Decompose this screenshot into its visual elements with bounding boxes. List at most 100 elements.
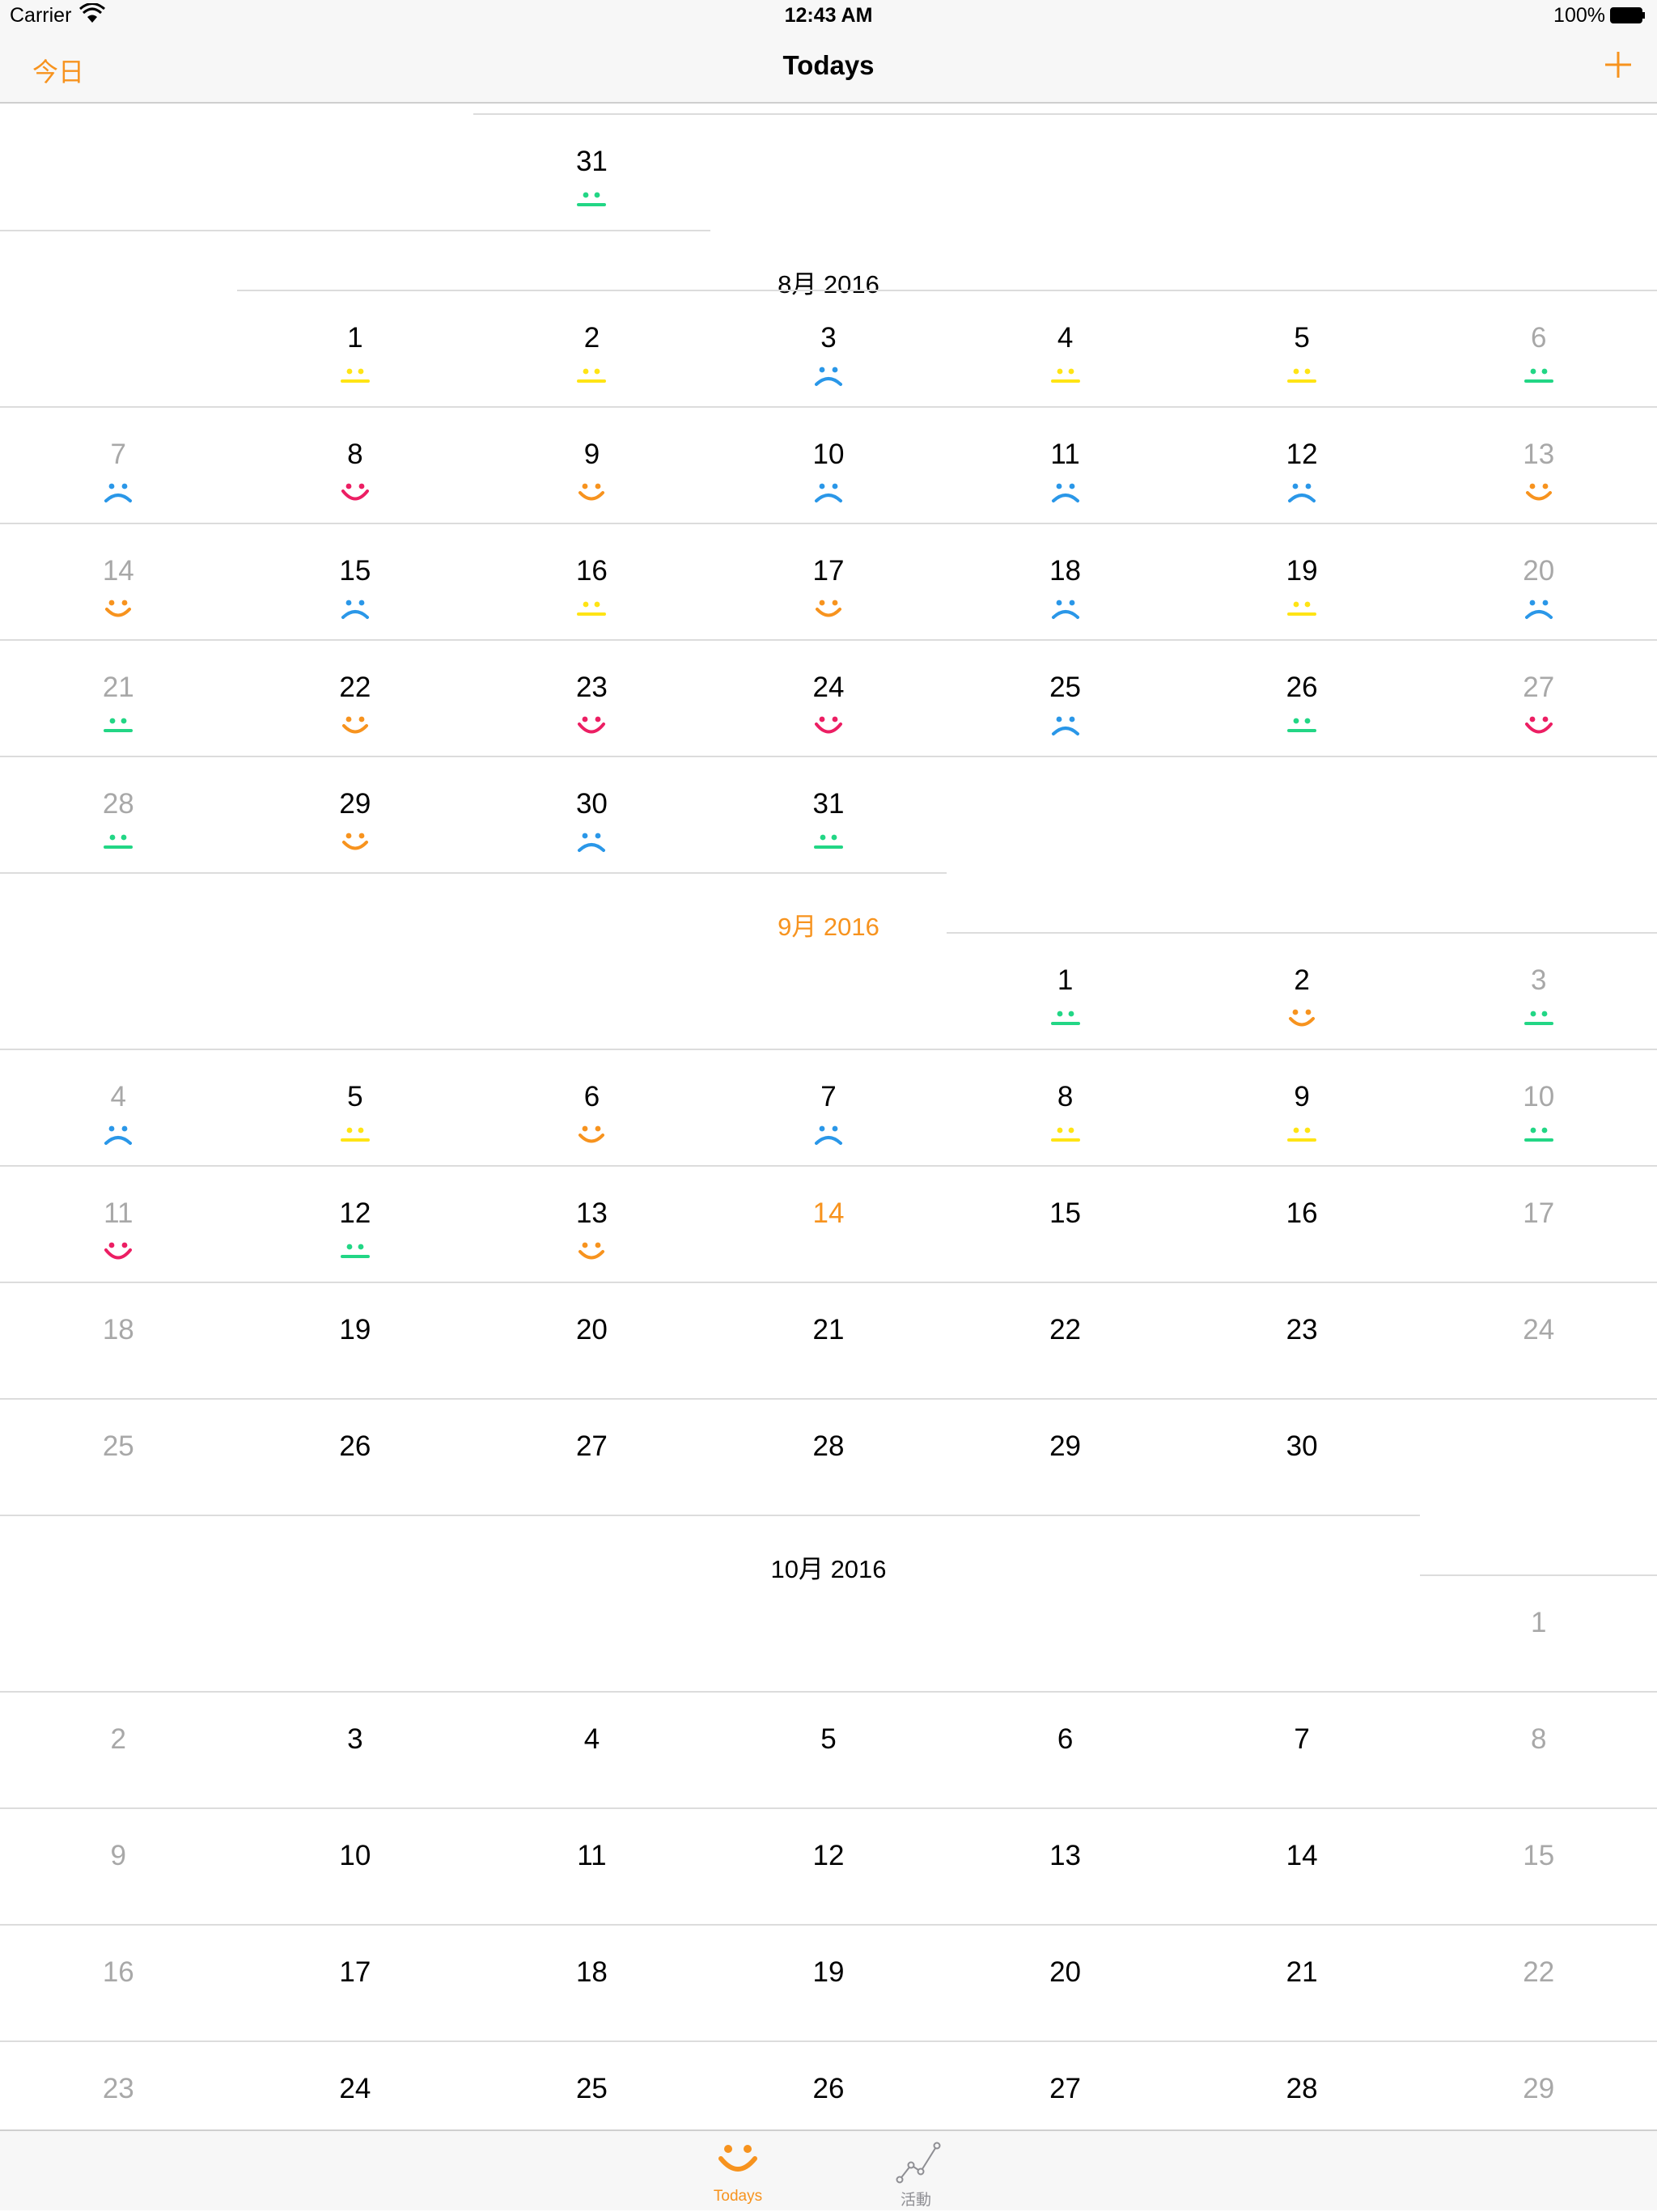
calendar-day[interactable]: 19 bbox=[339, 1314, 371, 1345]
calendar-day[interactable]: 13 bbox=[1523, 439, 1555, 470]
calendar-day[interactable]: 27 bbox=[575, 1430, 608, 1462]
calendar-day[interactable]: 14 bbox=[1286, 1840, 1318, 1871]
calendar-day[interactable]: 21 bbox=[812, 1314, 845, 1345]
calendar-day[interactable]: 31 bbox=[812, 788, 845, 820]
calendar-day[interactable]: 15 bbox=[1049, 1197, 1082, 1229]
calendar-day[interactable]: 14 bbox=[102, 555, 134, 587]
calendar-day[interactable]: 29 bbox=[1523, 2073, 1555, 2104]
calendar-day[interactable]: 6 bbox=[1530, 322, 1547, 354]
calendar-day[interactable]: 24 bbox=[1523, 1314, 1555, 1345]
calendar-day[interactable]: 22 bbox=[1049, 1314, 1082, 1345]
calendar-day[interactable]: 29 bbox=[339, 788, 371, 820]
calendar-scroll-view[interactable]: 31 8月 2016 1 2 3 4 5 6 7 8 9 10 11 12 13 14 15 16 17 18 19 20… bbox=[0, 104, 1657, 2129]
calendar-day[interactable]: 9 bbox=[1294, 1081, 1310, 1112]
calendar-day[interactable]: 1 bbox=[347, 322, 363, 354]
calendar-day[interactable]: 21 bbox=[1286, 1956, 1318, 1988]
calendar-day[interactable]: 22 bbox=[1523, 1956, 1555, 1988]
calendar-day[interactable]: 12 bbox=[1286, 439, 1318, 470]
calendar-day[interactable]: 11 bbox=[1050, 439, 1080, 470]
calendar-day[interactable]: 3 bbox=[820, 322, 837, 354]
calendar-day[interactable]: 28 bbox=[1286, 2073, 1318, 2104]
calendar-day[interactable]: 19 bbox=[1286, 555, 1318, 587]
calendar-day[interactable]: 20 bbox=[1523, 555, 1555, 587]
calendar-day[interactable]: 23 bbox=[1286, 1314, 1318, 1345]
calendar-day[interactable]: 17 bbox=[812, 555, 845, 587]
calendar-day[interactable]: 19 bbox=[812, 1956, 845, 1988]
calendar-day[interactable]: 17 bbox=[1523, 1197, 1555, 1229]
row-separator bbox=[0, 1807, 1657, 1809]
calendar-day[interactable]: 29 bbox=[1049, 1430, 1082, 1462]
calendar-day[interactable]: 1 bbox=[1530, 1607, 1547, 1638]
calendar-day[interactable]: 25 bbox=[1049, 672, 1082, 703]
calendar-day[interactable]: 16 bbox=[102, 1956, 134, 1988]
calendar-day[interactable]: 8 bbox=[1530, 1723, 1547, 1755]
calendar-day[interactable]: 9 bbox=[110, 1840, 127, 1871]
tab-activity[interactable]: 活動 bbox=[851, 2131, 981, 2212]
calendar-day[interactable]: 12 bbox=[812, 1840, 845, 1871]
calendar-day[interactable]: 7 bbox=[820, 1081, 837, 1112]
neutral-face-icon bbox=[1524, 1127, 1553, 1142]
calendar-day[interactable]: 26 bbox=[812, 2073, 845, 2104]
calendar-day[interactable]: 15 bbox=[1523, 1840, 1555, 1871]
calendar-day[interactable]: 20 bbox=[575, 1314, 608, 1345]
calendar-day[interactable]: 26 bbox=[339, 1430, 371, 1462]
calendar-day[interactable]: 2 bbox=[110, 1723, 127, 1755]
calendar-day[interactable]: 8 bbox=[1057, 1081, 1074, 1112]
calendar-day[interactable]: 28 bbox=[812, 1430, 845, 1462]
big-smile-icon bbox=[1524, 716, 1553, 734]
calendar-day[interactable]: 9 bbox=[583, 439, 600, 470]
calendar-day[interactable]: 27 bbox=[1523, 672, 1555, 703]
calendar-day[interactable]: 24 bbox=[339, 2073, 371, 2104]
calendar-day[interactable]: 27 bbox=[1049, 2073, 1082, 2104]
calendar-day[interactable]: 21 bbox=[102, 672, 134, 703]
calendar-day[interactable]: 18 bbox=[575, 1956, 608, 1988]
calendar-day[interactable]: 30 bbox=[575, 788, 608, 820]
calendar-day[interactable]: 23 bbox=[575, 672, 608, 703]
calendar-day[interactable]: 3 bbox=[1530, 964, 1547, 996]
calendar-day[interactable]: 6 bbox=[583, 1081, 600, 1112]
calendar-day[interactable]: 14 bbox=[812, 1197, 845, 1229]
calendar-day[interactable]: 28 bbox=[102, 788, 134, 820]
calendar-day[interactable]: 25 bbox=[575, 2073, 608, 2104]
calendar-day[interactable]: 17 bbox=[339, 1956, 371, 1988]
calendar-day[interactable]: 16 bbox=[575, 555, 608, 587]
calendar-day[interactable]: 6 bbox=[1057, 1723, 1074, 1755]
calendar-day[interactable]: 7 bbox=[110, 439, 127, 470]
calendar-day[interactable]: 26 bbox=[1286, 672, 1318, 703]
calendar-day[interactable]: 20 bbox=[1049, 1956, 1082, 1988]
calendar-day[interactable]: 2 bbox=[583, 322, 600, 354]
calendar-day[interactable]: 30 bbox=[1286, 1430, 1318, 1462]
calendar-day[interactable]: 11 bbox=[104, 1197, 133, 1229]
calendar-day[interactable]: 5 bbox=[1294, 322, 1310, 354]
calendar-day[interactable]: 25 bbox=[102, 1430, 134, 1462]
calendar-day[interactable]: 5 bbox=[347, 1081, 363, 1112]
calendar-day[interactable]: 22 bbox=[339, 672, 371, 703]
calendar-day[interactable]: 16 bbox=[1286, 1197, 1318, 1229]
tab-todays[interactable]: Todays bbox=[673, 2131, 803, 2212]
calendar-day[interactable]: 4 bbox=[583, 1723, 600, 1755]
calendar-day[interactable]: 11 bbox=[577, 1840, 607, 1871]
big-smile-icon bbox=[815, 716, 842, 734]
calendar-day[interactable]: 23 bbox=[102, 2073, 134, 2104]
calendar-day[interactable]: 2 bbox=[1294, 964, 1310, 996]
calendar-day[interactable]: 10 bbox=[812, 439, 845, 470]
calendar-day[interactable]: 7 bbox=[1294, 1723, 1310, 1755]
calendar-day[interactable]: 10 bbox=[339, 1840, 371, 1871]
plus-icon[interactable] bbox=[1600, 47, 1636, 83]
calendar-day[interactable]: 18 bbox=[102, 1314, 134, 1345]
calendar-day[interactable]: 1 bbox=[1057, 964, 1074, 996]
today-button[interactable]: 今日 bbox=[32, 57, 85, 87]
calendar-day[interactable]: 5 bbox=[820, 1723, 837, 1755]
calendar-day[interactable]: 10 bbox=[1523, 1081, 1555, 1112]
calendar-day[interactable]: 15 bbox=[339, 555, 371, 587]
calendar-day[interactable]: 18 bbox=[1049, 555, 1082, 587]
calendar-day[interactable]: 8 bbox=[347, 439, 363, 470]
calendar-day[interactable]: 4 bbox=[1057, 322, 1074, 354]
calendar-day[interactable]: 31 bbox=[575, 146, 608, 177]
calendar-day[interactable]: 13 bbox=[1049, 1840, 1082, 1871]
calendar-day[interactable]: 13 bbox=[575, 1197, 608, 1229]
calendar-day[interactable]: 4 bbox=[110, 1081, 127, 1112]
calendar-day[interactable]: 12 bbox=[339, 1197, 371, 1229]
calendar-day[interactable]: 24 bbox=[812, 672, 845, 703]
calendar-day[interactable]: 3 bbox=[347, 1723, 363, 1755]
